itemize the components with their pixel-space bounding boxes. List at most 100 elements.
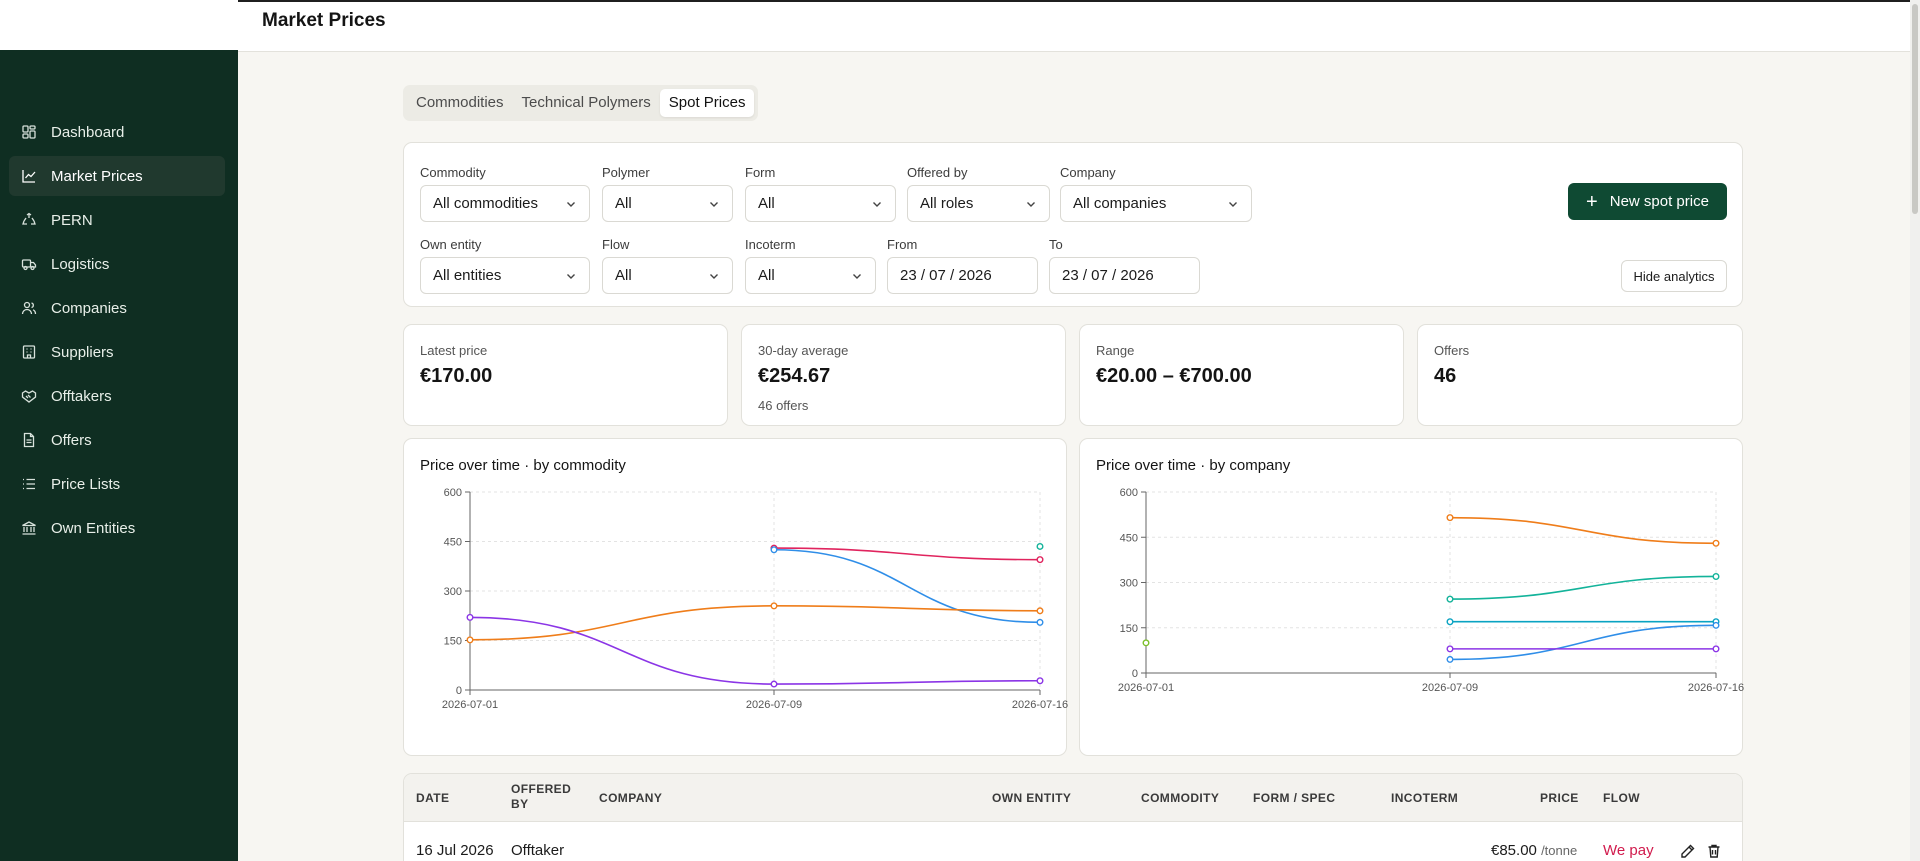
page-scrollbar[interactable]: [1910, 0, 1920, 861]
recycle-icon: [22, 212, 36, 225]
sidebar-item-dashboard[interactable]: Dashboard: [9, 112, 225, 152]
chevron-down-icon: [1229, 202, 1237, 207]
scrollbar-thumb[interactable]: [1912, 4, 1918, 214]
data-point: [1446, 655, 1454, 663]
line-chart-company: 0 150 300 450 600 2026-07-01 2026-07-09 2026-07…: [1118, 487, 1744, 694]
flow-label: Flow: [602, 237, 630, 252]
sidebar: Dashboard Market Prices PERN Logistics C…: [0, 50, 238, 861]
chevron-down-icon: [567, 202, 575, 207]
data-point: [1036, 542, 1044, 550]
form-select[interactable]: All: [745, 185, 896, 222]
new-spot-price-label: New spot price: [1609, 193, 1709, 210]
column-header-company[interactable]: COMPANY: [599, 791, 663, 805]
new-spot-price-button[interactable]: + New spot price: [1568, 183, 1727, 220]
tab-commodities[interactable]: Commodities: [416, 94, 504, 111]
tab-technical-polymers[interactable]: Technical Polymers: [521, 94, 651, 111]
handshake-icon: [21, 390, 37, 403]
column-header-form-spec[interactable]: FORM / SPEC: [1253, 791, 1336, 805]
chevron-down-icon: [710, 274, 718, 279]
edit-icon[interactable]: [1680, 843, 1696, 859]
sidebar-item-companies[interactable]: Companies: [9, 288, 225, 328]
to-date-input[interactable]: 23 / 07 / 2026: [1049, 257, 1200, 294]
x-tick-label: 2026-07-01: [1118, 682, 1174, 694]
building-icon: [22, 345, 36, 359]
bank-icon: [22, 521, 36, 535]
stat-label: Latest price: [420, 343, 488, 358]
data-point: [770, 680, 778, 688]
column-header-price[interactable]: PRICE: [1540, 791, 1579, 805]
chart-by-commodity: Price over time · by commodity 0 150 300 45…: [403, 438, 1068, 756]
stat-value: €20.00 – €700.00: [1096, 365, 1252, 387]
chart-title: Price over time · by company: [1096, 457, 1291, 474]
commodity-filter: Commodity All commodities: [420, 165, 590, 222]
stat-label: Range: [1096, 343, 1135, 358]
y-tick-label: 600: [1120, 487, 1138, 499]
sidebar-item-suppliers[interactable]: Suppliers: [9, 332, 225, 372]
truck-icon: [21, 259, 37, 271]
stat-value: €254.67: [758, 365, 831, 387]
incoterm-value: All: [758, 267, 775, 284]
sidebar-item-label: Offers: [51, 431, 92, 449]
incoterm-label: Incoterm: [745, 237, 796, 252]
chevron-down-icon: [567, 274, 575, 279]
company-select[interactable]: All companies: [1060, 185, 1252, 222]
from-date-value: 23 / 07 / 2026: [900, 267, 992, 284]
offered-by-filter: Offered by All roles: [907, 165, 1050, 222]
sidebar-item-label: Price Lists: [51, 475, 121, 493]
y-tick-label: 0: [456, 685, 462, 697]
stat-value: €170.00: [420, 365, 493, 387]
line-chart-icon: [22, 170, 36, 183]
y-tick-label: 450: [1120, 532, 1138, 544]
column-header-commodity[interactable]: COMMODITY: [1141, 791, 1220, 805]
chevron-down-icon: [710, 202, 718, 207]
column-header-date[interactable]: DATE: [416, 791, 450, 805]
sidebar-item-price-lists[interactable]: Price Lists: [9, 464, 225, 504]
polymer-select[interactable]: All: [602, 185, 733, 222]
sidebar-item-pern[interactable]: PERN: [9, 200, 225, 240]
chart-by-company: Price over time · by company 0 150 300 450 6…: [1079, 438, 1744, 756]
series-line: [469, 605, 1041, 641]
sidebar-item-offtakers[interactable]: Offtakers: [9, 376, 225, 416]
stat-card-offers: Offers 46: [1417, 324, 1743, 426]
to-filter: To 23 / 07 / 2026: [1049, 237, 1200, 294]
hide-analytics-button[interactable]: Hide analytics: [1621, 260, 1727, 292]
column-header-flow[interactable]: FLOW: [1603, 791, 1640, 805]
polymer-filter: Polymer All: [602, 165, 733, 222]
series-line: [469, 616, 1041, 685]
own-entity-filter: Own entity All entities: [420, 237, 590, 294]
sidebar-header-area: [0, 0, 238, 50]
chevron-down-icon: [873, 202, 881, 207]
sidebar-item-logistics[interactable]: Logistics: [9, 244, 225, 284]
sidebar-item-label: Market Prices: [51, 167, 143, 185]
column-header-incoterm[interactable]: INCOTERM: [1391, 791, 1459, 805]
series-line: [1449, 624, 1717, 661]
column-header-own-entity[interactable]: OWN ENTITY: [992, 791, 1072, 805]
flow-select[interactable]: All: [602, 257, 733, 294]
column-header-offered-by[interactable]: OFFERED BY: [511, 782, 572, 811]
sidebar-item-market-prices[interactable]: Market Prices: [9, 156, 225, 196]
sidebar-item-own-entities[interactable]: Own Entities: [9, 508, 225, 548]
own-entity-select[interactable]: All entities: [420, 257, 590, 294]
trash-icon[interactable]: [1706, 843, 1722, 859]
spot-prices-table: DATE OFFERED BY COMPANY OWN ENTITY COMMO…: [403, 773, 1743, 861]
incoterm-select[interactable]: All: [745, 257, 876, 294]
tab-spot-prices[interactable]: Spot Prices: [659, 89, 755, 117]
y-tick-label: 150: [444, 636, 462, 648]
stat-card-latest: Latest price €170.00: [403, 324, 728, 426]
to-date-value: 23 / 07 / 2026: [1062, 267, 1154, 284]
flow-filter: Flow All: [602, 237, 733, 294]
data-point: [1712, 572, 1720, 580]
data-point: [1712, 645, 1720, 653]
from-date-input[interactable]: 23 / 07 / 2026: [887, 257, 1038, 294]
stat-card-average: 30-day average €254.67 46 offers: [741, 324, 1066, 426]
chart-title: Price over time · by commodity: [420, 457, 626, 474]
incoterm-filter: Incoterm All: [745, 237, 876, 294]
row-flow: We pay: [1603, 842, 1654, 859]
y-tick-label: 600: [444, 487, 462, 499]
commodity-select[interactable]: All commodities: [420, 185, 590, 222]
y-tick-label: 300: [1120, 578, 1138, 590]
sidebar-item-offers[interactable]: Offers: [9, 420, 225, 460]
commodity-value: All commodities: [433, 195, 539, 212]
line-chart-commodity: 0 150 300 450 600 2026-07-01 2026-07-09 2026-07…: [442, 487, 1068, 711]
offered-by-select[interactable]: All roles: [907, 185, 1050, 222]
